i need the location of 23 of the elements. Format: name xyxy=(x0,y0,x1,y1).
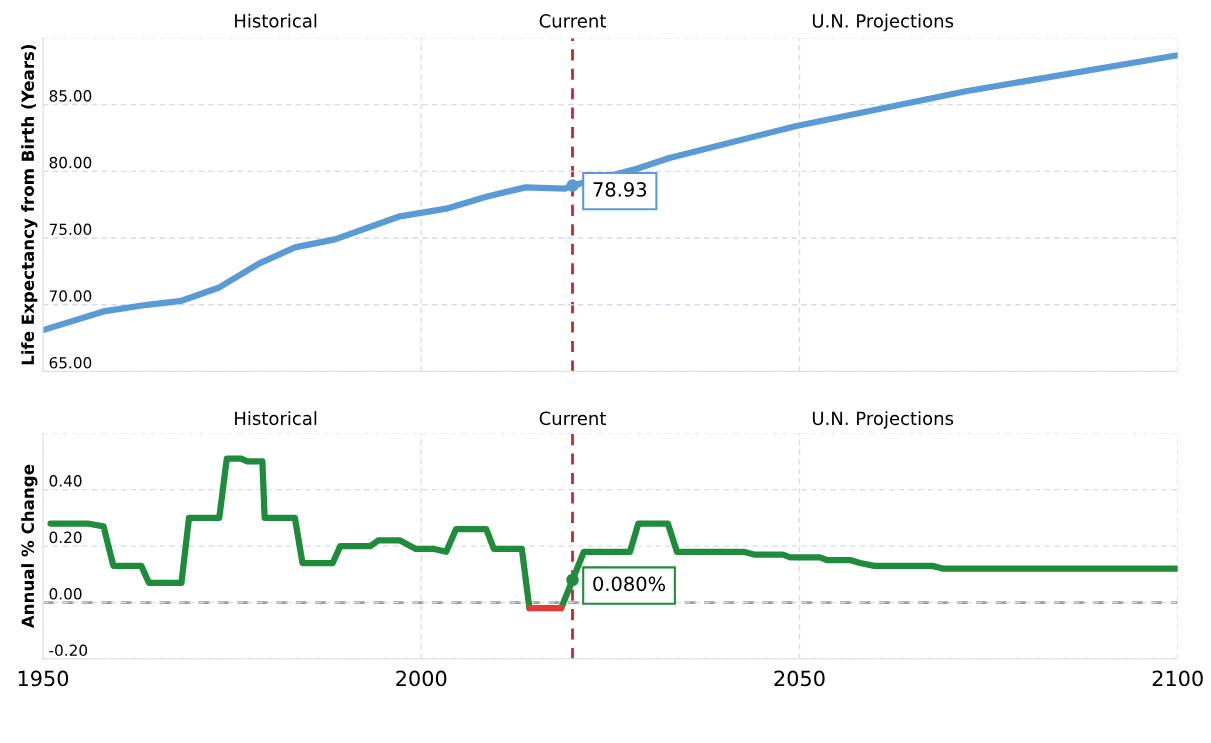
x-tick-label: 2100 xyxy=(1152,670,1203,687)
y-tick-label: -0.20 xyxy=(49,644,88,657)
y-tick-label: 70.00 xyxy=(49,290,92,302)
y-tick-label: 0.00 xyxy=(49,588,82,600)
y-tick-label: 80.00 xyxy=(49,156,92,169)
y-tick-label: 65.00 xyxy=(49,356,92,369)
y-tick-label: 85.00 xyxy=(49,90,92,102)
ref-line-label: Current xyxy=(539,14,606,28)
y-axis-title: Annual % Change xyxy=(21,464,38,629)
y-tick-label: 0.40 xyxy=(49,475,82,487)
x-tick-label: 2050 xyxy=(774,670,825,687)
text: U.N. Projections xyxy=(812,13,954,32)
y-tick-label: 75.00 xyxy=(49,223,92,236)
annotation: 78.93 xyxy=(593,182,647,197)
y-axis-title: Life Expectancy from Birth (Years) xyxy=(21,44,38,365)
text: U.N. Projections xyxy=(812,411,954,429)
annotation: 0.080% xyxy=(593,576,666,592)
y-tick-label: 0.20 xyxy=(49,531,82,544)
ref-line-label: Current xyxy=(539,411,606,426)
x-tick-label: 2000 xyxy=(396,670,447,687)
text: Historical xyxy=(235,411,317,426)
text: Historical xyxy=(235,13,317,28)
x-tick-label: 1950 xyxy=(18,670,69,687)
